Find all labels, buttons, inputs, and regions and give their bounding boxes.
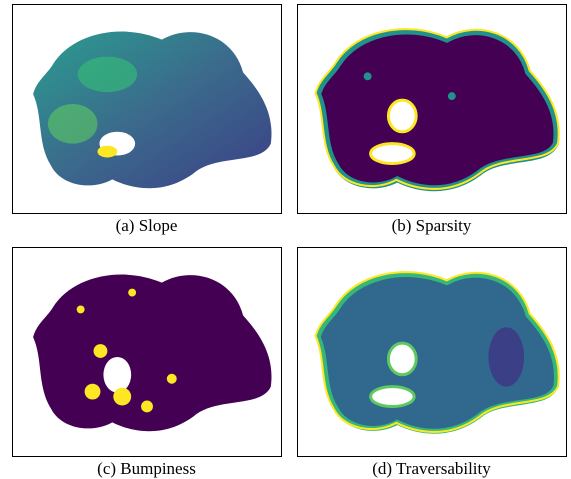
sparsity-map <box>297 4 567 214</box>
bumpiness-map <box>12 247 282 457</box>
caption: (c) Bumpiness <box>97 459 196 478</box>
traversability-map <box>297 247 567 457</box>
caption: (b) Sparsity <box>391 216 472 235</box>
caption: (d) Traversability <box>372 459 491 478</box>
caption: (a) Slope <box>115 216 178 235</box>
slope-map <box>12 4 282 214</box>
